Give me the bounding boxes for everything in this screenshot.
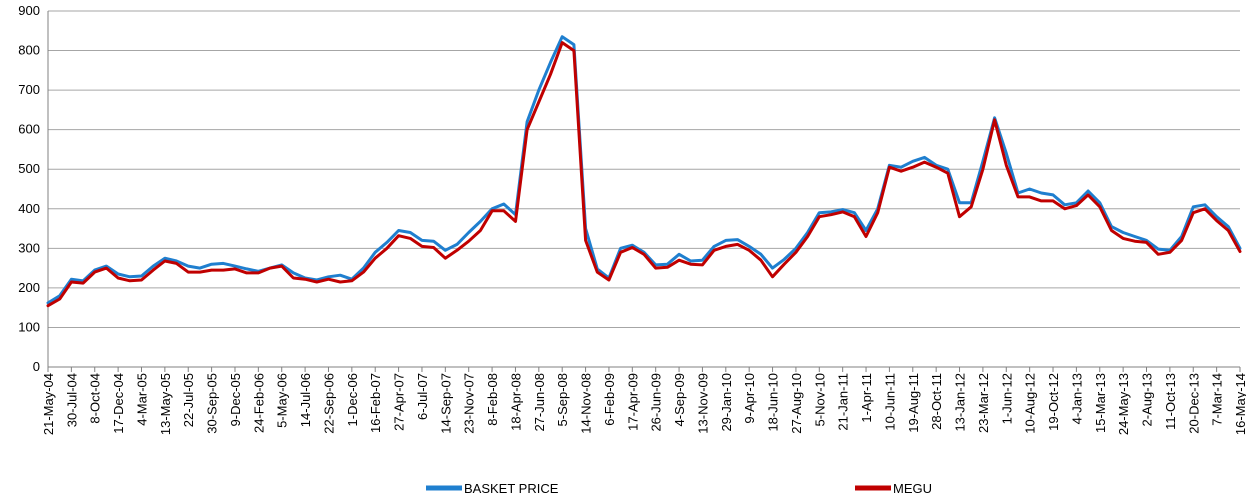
x-tick-label: 26-Jun-09 <box>649 373 664 432</box>
x-tick-label: 13-Jan-12 <box>953 373 968 432</box>
x-tick-label: 17-Dec-04 <box>111 373 126 434</box>
series-line-basket-price <box>46 35 1242 305</box>
x-tick-label: 21-Jan-11 <box>836 373 851 431</box>
x-tick-label: 22-Sep-06 <box>321 373 336 434</box>
legend-item-basket-price: BASKET PRICE <box>426 481 559 496</box>
x-tick-label: 8-Feb-08 <box>485 373 500 426</box>
x-tick-label: 10-Jun-11 <box>882 373 897 431</box>
legend: BASKET PRICE MEGU <box>426 481 932 496</box>
legend-item-megu: MEGU <box>855 481 932 496</box>
x-tick-label: 19-Aug-11 <box>906 373 921 433</box>
series-lines <box>46 35 1242 308</box>
y-tick-label-500: 500 <box>18 161 40 176</box>
x-tick-label: 14-Sep-07 <box>438 373 453 434</box>
x-tick-label: 11-Oct-13 <box>1163 373 1178 430</box>
x-tick-label: 20-Dec-13 <box>1186 373 1201 434</box>
legend-label-megu: MEGU <box>893 481 932 496</box>
x-tick-label: 6-Feb-09 <box>602 373 617 426</box>
x-tick-label: 18-Apr-08 <box>508 373 523 431</box>
y-tick-label-0: 0 <box>33 359 40 374</box>
y-tick-label-600: 600 <box>18 122 40 137</box>
x-tick-label: 14-Jul-06 <box>298 373 313 427</box>
x-tick-label: 17-Apr-09 <box>625 373 640 431</box>
x-tick-label: 23-Nov-07 <box>462 373 477 434</box>
x-tick-label: 1-Jun-12 <box>999 373 1014 424</box>
y-tick-label-900: 900 <box>18 3 40 18</box>
x-tick-label: 7-Mar-14 <box>1210 373 1225 426</box>
x-tick-label: 30-Jul-04 <box>64 373 79 427</box>
x-tick-label: 23-Mar-12 <box>976 373 991 433</box>
x-tick-label: 10-Aug-12 <box>1023 373 1038 434</box>
x-tick-label: 5-Nov-10 <box>812 373 827 426</box>
x-tick-label: 9-Apr-10 <box>742 373 757 424</box>
x-tick-label: 15-Mar-13 <box>1093 373 1108 433</box>
x-tick-label: 4-Mar-05 <box>134 373 149 426</box>
x-tick-label: 14-Nov-08 <box>579 373 594 434</box>
x-tick-label: 5-Sep-08 <box>555 373 570 426</box>
x-tick-label: 21-May-04 <box>41 373 56 435</box>
x-tick-label: 24-Feb-06 <box>251 373 266 433</box>
x-tick-label: 1-Dec-06 <box>345 373 360 426</box>
y-tick-label-300: 300 <box>18 240 40 255</box>
x-tick-label: 16-Feb-07 <box>368 373 383 433</box>
x-tick-label: 29-Jan-10 <box>719 373 734 432</box>
x-tick-label: 8-Oct-04 <box>88 373 103 424</box>
y-tick-label-800: 800 <box>18 43 40 58</box>
y-tick-label-100: 100 <box>18 319 40 334</box>
x-tick-label: 1-Apr-11 <box>859 373 874 423</box>
legend-label-basket-price: BASKET PRICE <box>464 481 559 496</box>
series-line-megu <box>46 41 1242 308</box>
x-tick-label: 6-Jul-07 <box>415 373 430 420</box>
x-tick-label: 13-May-05 <box>158 373 173 435</box>
x-tick-label: 16-May-14 <box>1233 373 1246 435</box>
x-tick-label: 30-Sep-05 <box>205 373 220 434</box>
y-tick-label-400: 400 <box>18 201 40 216</box>
x-tick-label: 27-Apr-07 <box>392 373 407 431</box>
x-tick-label: 4-Jan-13 <box>1069 373 1084 424</box>
x-tick-label: 2-Aug-13 <box>1140 373 1155 426</box>
x-tick-label: 27-Aug-10 <box>789 373 804 434</box>
x-tick-label: 19-Oct-12 <box>1046 373 1061 431</box>
y-tick-label-200: 200 <box>18 280 40 295</box>
y-axis: 0 100 200 300 400 500 600 700 800 900 <box>18 3 49 374</box>
x-tick-label: 13-Nov-09 <box>695 373 710 434</box>
x-tick-label: 18-Jun-10 <box>766 373 781 432</box>
x-tick-label: 24-May-13 <box>1116 373 1131 435</box>
x-tick-label: 28-Oct-11 <box>929 373 944 430</box>
x-axis: 21-May-04 30-Jul-04 8-Oct-04 17-Dec-04 4-Mar… <box>41 367 1246 435</box>
x-tick-label: 22-Jul-05 <box>181 373 196 427</box>
gridlines <box>48 10 1240 368</box>
x-tick-label: 9-Dec-05 <box>228 373 243 426</box>
x-tick-label: 4-Sep-09 <box>672 373 687 426</box>
y-tick-label-700: 700 <box>18 82 40 97</box>
x-tick-label: 27-Jun-08 <box>532 373 547 432</box>
x-tick-label: 5-May-06 <box>275 373 290 428</box>
